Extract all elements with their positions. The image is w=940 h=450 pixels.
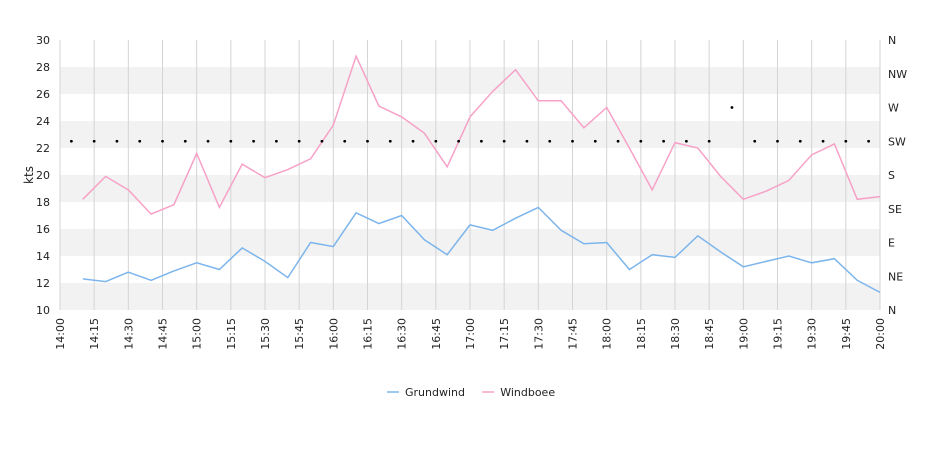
direction-marker (115, 139, 119, 143)
y-tick-label: 12 (36, 277, 50, 290)
legend-item-grundwind[interactable]: Grundwind (387, 386, 465, 399)
direction-marker (206, 139, 210, 143)
x-tick-label: 15:30 (259, 318, 272, 350)
x-tick-label: 19:15 (772, 318, 785, 350)
legend[interactable]: Grundwind Windboee (387, 386, 555, 399)
direction-marker (548, 139, 552, 143)
direction-marker (138, 139, 142, 143)
direction-marker (502, 139, 506, 143)
series-line-grundwind (82, 206, 881, 294)
legend-label: Grundwind (405, 386, 465, 399)
direction-tick-label: SW (888, 135, 906, 148)
direction-marker (707, 139, 711, 143)
direction-marker (69, 139, 73, 143)
y-tick-label: 16 (36, 223, 50, 236)
vertical-gridlines (59, 40, 881, 310)
x-tick-label: 19:30 (806, 318, 819, 350)
y-axis-right-direction-ticks: N NE E SE S SW W NW N (888, 34, 907, 317)
x-tick-label: 14:15 (88, 318, 101, 350)
x-tick-label: 14:00 (54, 318, 67, 350)
x-tick-label: 16:00 (327, 318, 340, 350)
direction-marker (366, 139, 369, 143)
x-axis-ticks: 14:00 14:15 14:30 14:45 15:00 15:15 15:30 15:45… (54, 318, 887, 350)
direction-marker (161, 139, 164, 143)
y-tick-label: 14 (36, 250, 50, 263)
direction-marker (525, 139, 529, 143)
direction-marker (616, 139, 620, 143)
y-tick-label: 18 (36, 196, 50, 209)
series-line-windboee (82, 54, 881, 215)
y-tick-label: 22 (36, 142, 50, 155)
x-tick-label: 18:30 (669, 318, 682, 350)
legend-item-windboee[interactable]: Windboee (482, 386, 555, 399)
direction-marker (684, 139, 688, 143)
direction-marker (457, 139, 461, 143)
x-tick-label: 18:45 (703, 318, 716, 350)
x-tick-label: 16:15 (362, 318, 375, 350)
x-tick-label: 17:15 (498, 318, 511, 350)
direction-marker (798, 139, 802, 143)
direction-marker (639, 139, 643, 143)
direction-marker (593, 139, 597, 143)
x-tick-label: 19:00 (737, 318, 750, 350)
y-axis-title: kts (22, 166, 36, 184)
direction-marker (411, 139, 415, 143)
x-tick-label: 14:30 (122, 318, 135, 350)
x-tick-label: 18:00 (601, 318, 614, 350)
x-tick-label: 18:15 (635, 318, 648, 350)
direction-tick-label: N (888, 304, 896, 317)
direction-marker (844, 139, 848, 143)
direction-marker (343, 139, 347, 143)
direction-tick-label: SE (888, 203, 902, 216)
direction-tick-label: S (888, 169, 895, 182)
direction-tick-label: W (888, 102, 899, 115)
direction-marker (388, 139, 392, 143)
direction-tick-label: E (888, 237, 895, 250)
direction-marker (274, 139, 278, 143)
direction-marker (821, 139, 825, 143)
y-tick-label: 28 (36, 61, 50, 74)
x-tick-label: 15:00 (191, 318, 204, 350)
x-tick-label: 17:30 (532, 318, 545, 350)
direction-marker (776, 139, 779, 143)
direction-marker (479, 139, 483, 143)
x-tick-label: 20:00 (874, 318, 887, 350)
direction-tick-label: NW (888, 68, 907, 81)
y-tick-label: 30 (36, 34, 50, 47)
x-tick-label: 15:45 (293, 318, 306, 350)
direction-marker (730, 106, 734, 109)
y-tick-label: 24 (36, 115, 50, 128)
x-tick-label: 14:45 (157, 318, 170, 350)
x-tick-label: 19:45 (840, 318, 853, 350)
y-tick-label: 26 (36, 88, 50, 101)
direction-marker (297, 139, 301, 143)
x-tick-label: 17:45 (567, 318, 580, 350)
direction-markers (69, 106, 871, 143)
direction-marker (252, 139, 256, 143)
direction-marker (183, 139, 187, 143)
series-lines (82, 54, 881, 294)
direction-marker (867, 139, 871, 143)
x-tick-label: 16:30 (396, 318, 409, 350)
x-tick-label: 16:45 (430, 318, 443, 350)
x-tick-label: 17:00 (464, 318, 477, 350)
x-tick-label: 15:15 (225, 318, 238, 350)
direction-tick-label: NE (888, 270, 903, 283)
legend-label: Windboee (500, 386, 555, 399)
direction-marker (229, 139, 233, 143)
direction-marker (662, 139, 666, 143)
direction-marker (92, 139, 96, 143)
direction-marker (434, 139, 438, 143)
y-tick-label: 10 (36, 304, 50, 317)
direction-marker (571, 139, 574, 143)
y-axis-left-ticks: 10 12 14 16 18 20 22 24 26 28 30 (36, 34, 50, 317)
direction-marker (753, 139, 757, 143)
direction-marker (320, 139, 324, 143)
y-tick-label: 20 (36, 169, 50, 182)
direction-tick-label: N (888, 34, 896, 47)
